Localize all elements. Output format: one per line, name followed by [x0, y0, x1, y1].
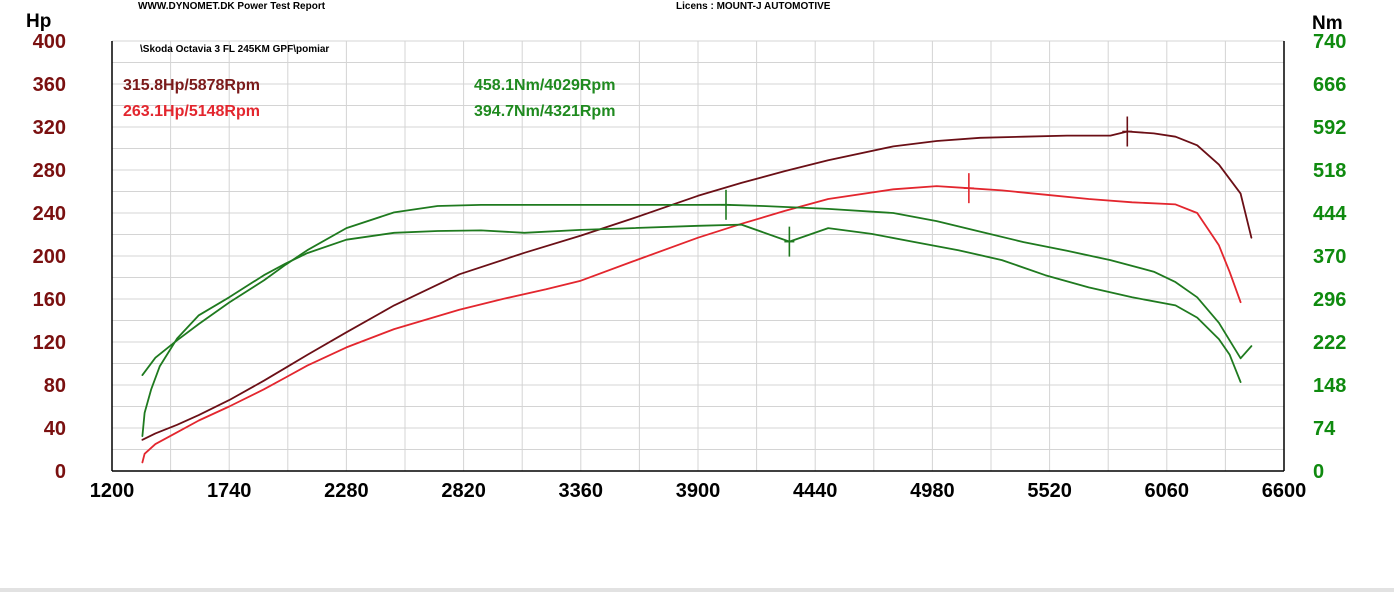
- left-tick-label: 320: [33, 117, 66, 139]
- right-tick-label: 74: [1313, 418, 1336, 440]
- right-tick-label: 666: [1313, 74, 1346, 96]
- left-tick-label: 240: [33, 203, 66, 225]
- x-tick-label: 1200: [90, 480, 135, 502]
- left-tick-label: 120: [33, 332, 66, 354]
- right-tick-label: 0: [1313, 461, 1324, 483]
- x-tick-label: 4980: [910, 480, 955, 502]
- series-line-2: [141, 203, 1253, 377]
- right-tick-label: 740: [1313, 31, 1346, 53]
- right-tick-label: 518: [1313, 160, 1346, 182]
- annotation-peak-hp-run1: 315.8Hp/5878Rpm: [123, 77, 260, 94]
- x-tick-label: 6060: [1145, 480, 1190, 502]
- right-axis: 0 74 148 222 296 370 444 518 592 666 740: [1313, 31, 1347, 483]
- report-title: WWW.DYNOMET.DK Power Test Report: [138, 1, 326, 12]
- x-tick-label: 3900: [676, 480, 721, 502]
- series-layer: [141, 130, 1253, 464]
- left-tick-label: 280: [33, 160, 66, 182]
- annotation-layer: 315.8Hp/5878Rpm 263.1Hp/5148Rpm 458.1Nm/…: [123, 77, 615, 120]
- x-tick-label: 1740: [207, 480, 252, 502]
- series-line-1: [141, 185, 1242, 464]
- left-tick-label: 200: [33, 246, 66, 268]
- chart-grid: [111, 40, 1285, 472]
- left-axis-unit: Hp: [26, 11, 51, 32]
- left-tick-label: 80: [44, 375, 66, 397]
- left-tick-label: 360: [33, 74, 66, 96]
- left-axis: 0 40 80 120 160 200 240 280 320 360 400: [33, 31, 66, 483]
- license-label: Licens : MOUNT-J AUTOMOTIVE: [676, 1, 831, 12]
- x-axis: 1200 1740 2280 2820 3360 3900 4440 4980 5520 6060…: [90, 480, 1307, 502]
- bottom-band: [0, 588, 1394, 592]
- annotation-peak-nm-run2: 394.7Nm/4321Rpm: [474, 103, 615, 120]
- left-tick-label: 0: [55, 461, 66, 483]
- left-tick-label: 400: [33, 31, 66, 53]
- x-tick-label: 3360: [559, 480, 604, 502]
- series-line-3: [141, 223, 1242, 438]
- right-tick-label: 444: [1313, 203, 1347, 225]
- right-tick-label: 370: [1313, 246, 1346, 268]
- x-tick-label: 4440: [793, 480, 838, 502]
- right-tick-label: 296: [1313, 289, 1346, 311]
- x-tick-label: 6600: [1262, 480, 1307, 502]
- x-tick-label: 2820: [441, 480, 486, 502]
- annotation-peak-hp-run2: 263.1Hp/5148Rpm: [123, 103, 260, 120]
- x-tick-label: 5520: [1027, 480, 1072, 502]
- marker-layer: [720, 116, 1133, 257]
- run-label: \Skoda Octavia 3 FL 245KM GPF\pomiar: [140, 44, 329, 55]
- series-line-0: [141, 130, 1253, 441]
- right-tick-label: 592: [1313, 117, 1346, 139]
- report-header: WWW.DYNOMET.DK Power Test Report Licens …: [0, 0, 1394, 16]
- right-tick-label: 222: [1313, 332, 1346, 354]
- left-tick-label: 160: [33, 289, 66, 311]
- right-axis-unit: Nm: [1312, 13, 1343, 34]
- right-tick-label: 148: [1313, 375, 1346, 397]
- left-tick-label: 40: [44, 418, 66, 440]
- x-tick-label: 2280: [324, 480, 369, 502]
- annotation-peak-nm-run1: 458.1Nm/4029Rpm: [474, 77, 615, 94]
